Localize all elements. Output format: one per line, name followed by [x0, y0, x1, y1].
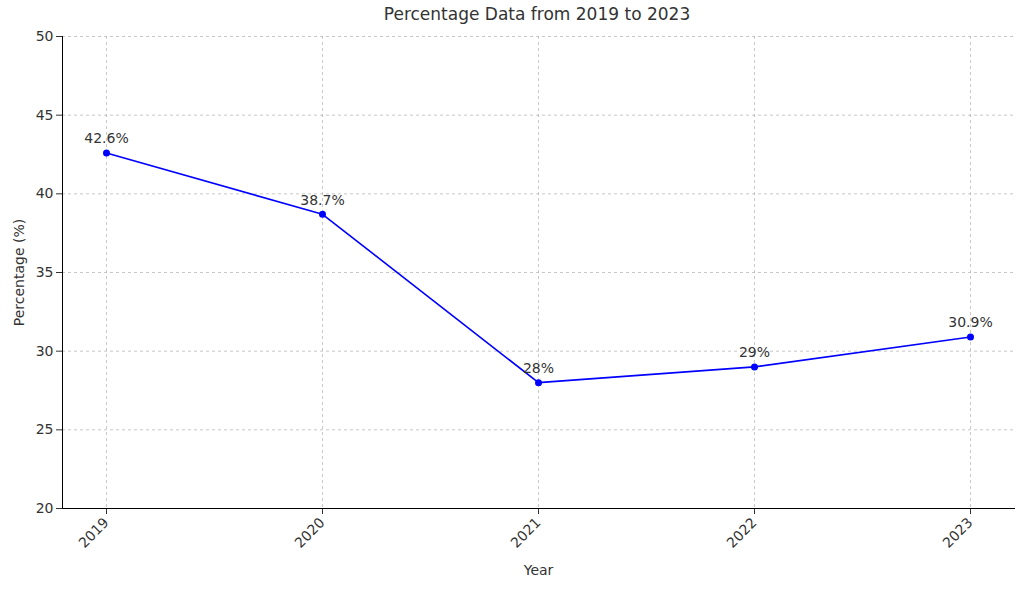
- svg-text:40: 40: [36, 185, 54, 201]
- svg-text:38.7%: 38.7%: [300, 192, 344, 208]
- svg-text:2022: 2022: [723, 514, 760, 551]
- svg-text:35: 35: [36, 264, 54, 280]
- svg-text:42.6%: 42.6%: [84, 130, 128, 146]
- svg-text:30.9%: 30.9%: [948, 314, 992, 330]
- svg-text:29%: 29%: [739, 344, 770, 360]
- svg-text:2019: 2019: [75, 514, 112, 551]
- svg-text:50: 50: [36, 28, 54, 44]
- svg-text:45: 45: [36, 107, 54, 123]
- svg-text:25: 25: [36, 421, 54, 437]
- svg-text:Year: Year: [523, 562, 554, 578]
- svg-text:Percentage (%): Percentage (%): [11, 219, 27, 326]
- svg-text:2021: 2021: [507, 514, 544, 551]
- html-text:Percentage Data from 2019 to 2: Percentage Data from 2019 to 2023: [383, 4, 691, 24]
- svg-text:2023: 2023: [939, 514, 976, 551]
- svg-text:28%: 28%: [523, 360, 554, 376]
- svg-text:30: 30: [36, 343, 54, 359]
- svg-text:2020: 2020: [291, 514, 328, 551]
- svg-text:20: 20: [36, 500, 54, 516]
